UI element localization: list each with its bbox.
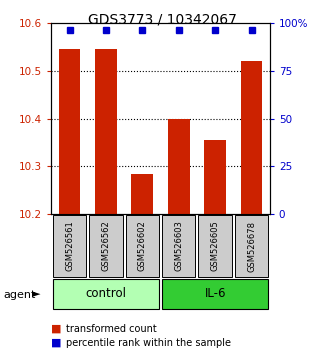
Bar	[241, 61, 262, 214]
Bar	[131, 173, 153, 214]
Text: GSM526605: GSM526605	[211, 221, 220, 272]
Text: ■: ■	[51, 338, 62, 348]
FancyBboxPatch shape	[89, 216, 123, 277]
Text: GSM526603: GSM526603	[174, 221, 183, 272]
Text: GSM526562: GSM526562	[101, 221, 111, 272]
Text: ►: ►	[32, 290, 41, 299]
Text: GSM526561: GSM526561	[65, 221, 74, 272]
FancyBboxPatch shape	[162, 279, 268, 309]
FancyBboxPatch shape	[198, 216, 232, 277]
Text: IL-6: IL-6	[205, 287, 226, 300]
Bar	[59, 49, 80, 214]
Bar	[204, 140, 226, 214]
FancyBboxPatch shape	[125, 216, 159, 277]
Text: percentile rank within the sample: percentile rank within the sample	[66, 338, 230, 348]
Text: GSM526602: GSM526602	[138, 221, 147, 272]
FancyBboxPatch shape	[162, 216, 196, 277]
Bar	[168, 119, 190, 214]
Text: control: control	[85, 287, 126, 300]
FancyBboxPatch shape	[53, 279, 159, 309]
Bar	[95, 49, 117, 214]
Text: ■: ■	[51, 324, 62, 333]
Text: transformed count: transformed count	[66, 324, 156, 333]
FancyBboxPatch shape	[235, 216, 268, 277]
Text: GSM526678: GSM526678	[247, 221, 256, 272]
FancyBboxPatch shape	[53, 216, 86, 277]
Text: agent: agent	[3, 290, 36, 299]
Text: GDS3773 / 10342067: GDS3773 / 10342067	[88, 12, 237, 27]
